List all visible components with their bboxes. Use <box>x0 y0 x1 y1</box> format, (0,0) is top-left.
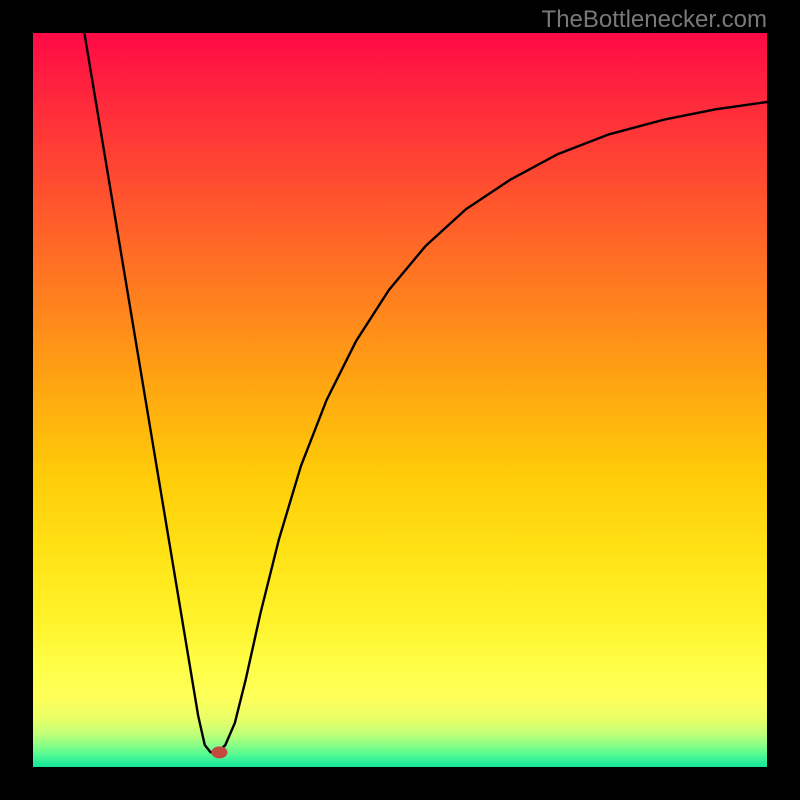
chart-root: TheBottlenecker.com <box>0 0 800 800</box>
chart-svg <box>33 33 767 767</box>
optimum-marker <box>211 746 227 758</box>
plot-area <box>33 33 767 767</box>
gradient-background <box>33 33 767 767</box>
watermark-text: TheBottlenecker.com <box>542 6 767 34</box>
